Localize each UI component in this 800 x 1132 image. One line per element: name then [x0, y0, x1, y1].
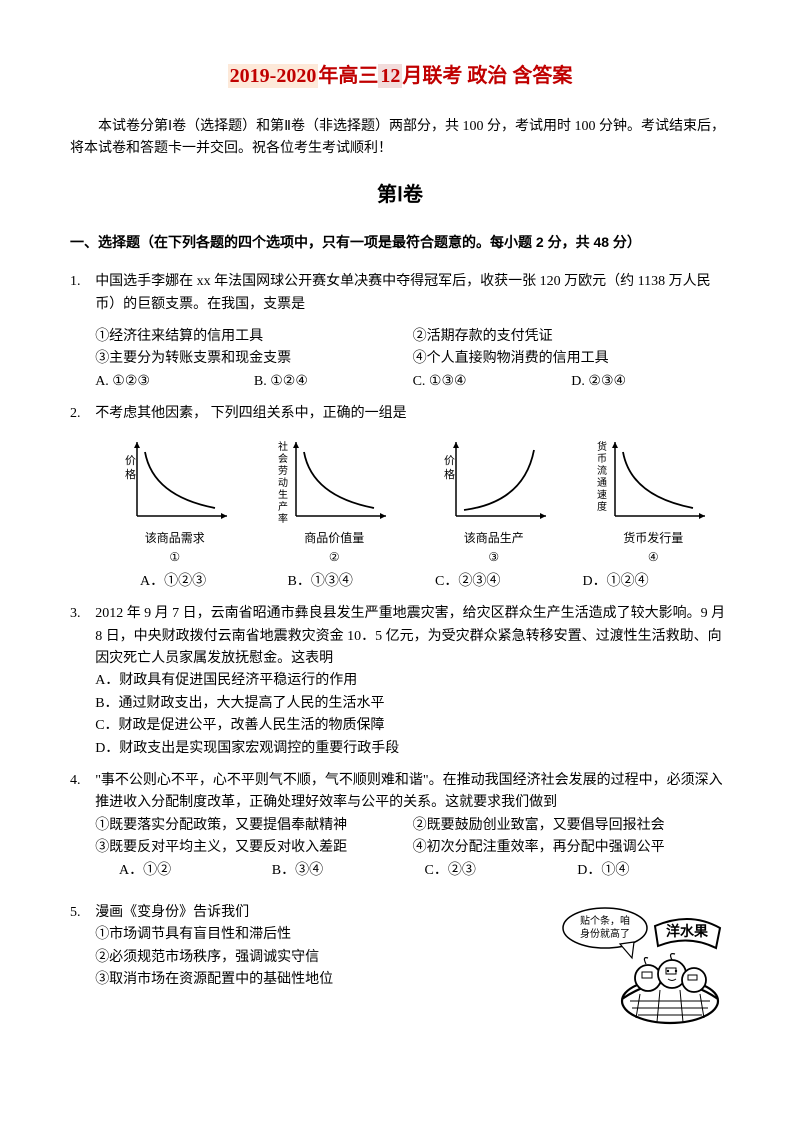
question-3: 3. 2012 年 9 月 7 日，云南省昭通市彝良县发生严重地震灾害，给灾区群…	[70, 603, 730, 760]
chart1-xlabel: 该商品需求	[145, 531, 205, 545]
q2-option-a: A．①②③	[140, 571, 288, 593]
q5-statement-3: ③取消市场在资源配置中的基础性地位	[95, 969, 560, 991]
q1-statement-3: ③主要分为转账支票和现金支票	[95, 348, 412, 370]
q1-option-a: A. ①②③	[95, 371, 254, 393]
chart3-num: ③	[429, 548, 559, 567]
q1-number: 1.	[70, 271, 95, 316]
title-rest: 月联考 政治 含答案	[402, 65, 572, 87]
svg-text:度: 度	[597, 500, 607, 513]
svg-text:产: 产	[278, 500, 288, 513]
q4-option-c: C．②③	[425, 860, 578, 882]
q1-stem: 中国选手李娜在 xx 年法国网球公开赛女单决赛中夺得冠军后，收获一张 120 万…	[95, 271, 730, 316]
svg-text:格: 格	[444, 467, 455, 481]
q4-option-b: B．③④	[272, 860, 425, 882]
q3-stem: 2012 年 9 月 7 日，云南省昭通市彝良县发生严重地震灾害，给灾区群众生产…	[95, 603, 730, 670]
svg-text:率: 率	[278, 512, 288, 525]
title-month: 12	[378, 64, 402, 88]
svg-text:流: 流	[597, 464, 607, 477]
exam-title: 2019-2020年高三12月联考 政治 含答案	[70, 60, 730, 92]
q4-number: 4.	[70, 770, 95, 815]
q1-option-c: C. ①③④	[413, 371, 572, 393]
q4-option-a: A．①②	[119, 860, 272, 882]
svg-text:社: 社	[278, 440, 288, 453]
svg-text:格: 格	[125, 467, 136, 481]
q2-charts: 价 格 该商品需求 ① 社 会 劳 动 生 产 率 商品价值量 ②	[70, 426, 730, 571]
svg-text:价: 价	[444, 454, 455, 467]
q4-option-d: D．①④	[577, 860, 730, 882]
q1-option-b: B. ①②④	[254, 371, 413, 393]
q2-option-d: D．①②④	[583, 571, 731, 593]
q2-number: 2.	[70, 403, 95, 425]
q4-statement-1: ①既要落实分配政策，又要提倡奉献精神	[95, 815, 412, 837]
q4-stem: "事不公则心不平，心不平则气不顺，气不顺则难和谐"。在推动我国经济社会发展的过程…	[95, 770, 730, 815]
q5-statement-1: ①市场调节具有盲目性和滞后性	[95, 924, 560, 946]
mc-instruction: 一、选择题（在下列各题的四个选项中，只有一项是最符合题意的。每小题 2 分，共 …	[70, 231, 730, 253]
q5-statement-2: ②必须规范市场秩序，强调诚实守信	[95, 947, 560, 969]
q1-statement-4: ④个人直接购物消费的信用工具	[413, 348, 730, 370]
chart3-xlabel: 该商品生产	[464, 531, 524, 545]
q3-option-d: D．财政支出是实现国家宏观调控的重要行政手段	[95, 738, 730, 760]
svg-text:贴个条，咱: 贴个条，咱	[580, 914, 630, 927]
svg-text:通: 通	[597, 477, 607, 489]
svg-text:生: 生	[278, 488, 288, 501]
svg-text:动: 动	[278, 477, 288, 489]
title-year: 2019-2020	[228, 64, 319, 88]
title-p2: 年高三	[318, 65, 378, 87]
question-5: 5. 漫画《变身份》告诉我们 ①市场调节具有盲目性和滞后性 ②必须规范市场秩序，…	[70, 902, 730, 1034]
q2-stem: 不考虑其他因素， 下列四组关系中，正确的一组是	[95, 403, 730, 425]
chart1-num: ①	[110, 548, 240, 567]
q3-option-a: A．财政具有促进国民经济平稳运行的作用	[95, 670, 730, 692]
q1-option-d: D. ②③④	[571, 371, 730, 393]
q3-option-b: B．通过财政支出，大大提高了人民的生活水平	[95, 693, 730, 715]
chart-3: 价 格 该商品生产 ③	[429, 434, 559, 567]
chart1-ylabel: 价	[125, 454, 136, 467]
chart-4: 货 币 流 通 速 度 货币发行量 ④	[588, 434, 718, 567]
q1-statement-1: ①经济往来结算的信用工具	[95, 326, 412, 348]
svg-text:速: 速	[597, 489, 607, 501]
question-2: 2. 不考虑其他因素， 下列四组关系中，正确的一组是 价 格 该商品需求 ①	[70, 403, 730, 593]
q2-option-c: C．②③④	[435, 571, 583, 593]
chart-2: 社 会 劳 动 生 产 率 商品价值量 ②	[269, 434, 399, 567]
q4-statement-4: ④初次分配注重效率，再分配中强调公平	[413, 837, 730, 859]
svg-text:身份就高了: 身份就高了	[580, 927, 630, 940]
chart4-xlabel: 货币发行量	[623, 531, 683, 545]
chart2-num: ②	[269, 548, 399, 567]
svg-text:会: 会	[278, 452, 288, 465]
section-1-heading: 第Ⅰ卷	[70, 179, 730, 211]
chart-1: 价 格 该商品需求 ①	[110, 434, 240, 567]
q5-stem: 漫画《变身份》告诉我们	[95, 902, 560, 924]
q5-number: 5.	[70, 902, 95, 924]
chart2-xlabel: 商品价值量	[304, 531, 364, 545]
q3-number: 3.	[70, 603, 95, 670]
svg-text:货: 货	[597, 440, 607, 453]
svg-text:洋水果: 洋水果	[666, 923, 709, 940]
question-4: 4. "事不公则心不平，心不平则气不顺，气不顺则难和谐"。在推动我国经济社会发展…	[70, 770, 730, 882]
svg-text:劳: 劳	[278, 464, 288, 477]
chart4-num: ④	[588, 548, 718, 567]
intro-paragraph: 本试卷分第Ⅰ卷（选择题）和第Ⅱ卷（非选择题）两部分，共 100 分，考试用时 1…	[70, 116, 730, 161]
cartoon-image: 贴个条，咱 身份就高了 洋水果	[560, 902, 730, 1034]
q4-statement-2: ②既要鼓励创业致富，又要倡导回报社会	[413, 815, 730, 837]
q1-statement-2: ②活期存款的支付凭证	[413, 326, 730, 348]
q3-option-c: C．财政是促进公平，改善人民生活的物质保障	[95, 715, 730, 737]
q2-option-b: B．①③④	[288, 571, 436, 593]
question-1: 1. 中国选手李娜在 xx 年法国网球公开赛女单决赛中夺得冠军后，收获一张 12…	[70, 271, 730, 393]
svg-text:币: 币	[597, 453, 607, 465]
q4-statement-3: ③既要反对平均主义，又要反对收入差距	[95, 837, 412, 859]
